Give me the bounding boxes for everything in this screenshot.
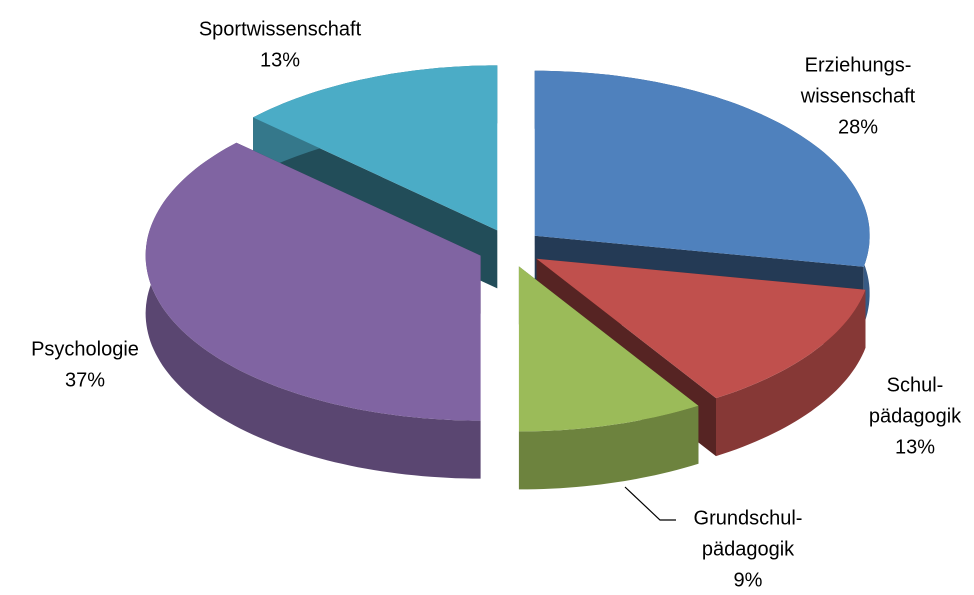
value-label: 28%	[838, 116, 878, 138]
value-label: 13%	[895, 436, 935, 458]
slice	[253, 65, 498, 231]
category-label: wissenschaft	[800, 85, 916, 107]
value-label: 13%	[260, 49, 300, 71]
leader-line	[624, 486, 676, 521]
value-label: 37%	[65, 369, 105, 391]
category-label: pädagogik	[869, 405, 962, 427]
pie	[145, 65, 870, 490]
slice	[534, 70, 870, 267]
category-label: Grundschul-	[694, 507, 803, 529]
slice	[518, 266, 699, 432]
labels: Erziehungs-wissenschaft 28% Schul-pädagogi…	[31, 18, 962, 591]
category-label: Psychologie	[31, 338, 139, 360]
category-label: pädagogik	[702, 538, 795, 560]
slice-side	[716, 289, 866, 457]
category-label: Erziehungs-	[805, 54, 912, 76]
slice	[536, 258, 866, 399]
slice	[145, 142, 481, 421]
slice-side	[518, 405, 699, 490]
slice-side	[145, 142, 481, 479]
category-label: Schul-	[887, 374, 944, 396]
category-label: Sportwissenschaft	[199, 18, 362, 40]
value-label: 9%	[734, 569, 763, 590]
